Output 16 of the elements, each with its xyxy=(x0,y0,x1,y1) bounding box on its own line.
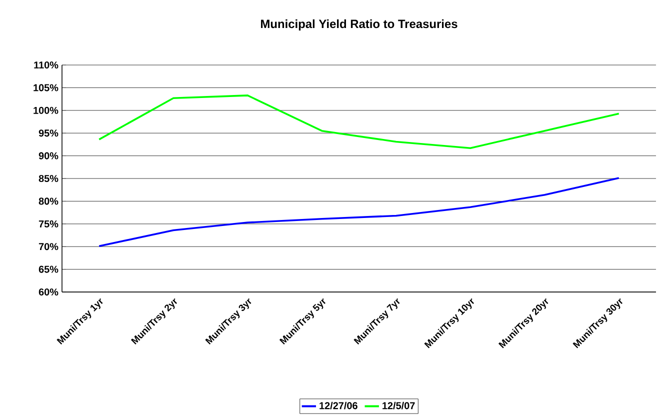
y-tick-label: 70% xyxy=(38,243,58,250)
y-tick-label: 100% xyxy=(34,106,58,114)
y-tick-label: 85% xyxy=(38,174,58,182)
legend-label: 12/5/07 xyxy=(382,402,415,410)
y-tick-label: 105% xyxy=(34,84,58,92)
line-series xyxy=(98,177,620,248)
y-tick-label: 75% xyxy=(38,220,58,228)
y-tick-label: 65% xyxy=(38,266,58,273)
chart-title: Municipal Yield Ratio to Treasuries xyxy=(261,19,458,31)
line-series xyxy=(98,94,620,149)
y-tick-label: 60% xyxy=(38,288,58,296)
y-tick-label: 95% xyxy=(38,130,58,137)
y-tick-label: 110% xyxy=(34,61,58,69)
legend-label: 12/27/06 xyxy=(320,402,358,410)
y-tick-label: 90% xyxy=(38,152,58,160)
y-tick-label: 80% xyxy=(38,198,58,205)
